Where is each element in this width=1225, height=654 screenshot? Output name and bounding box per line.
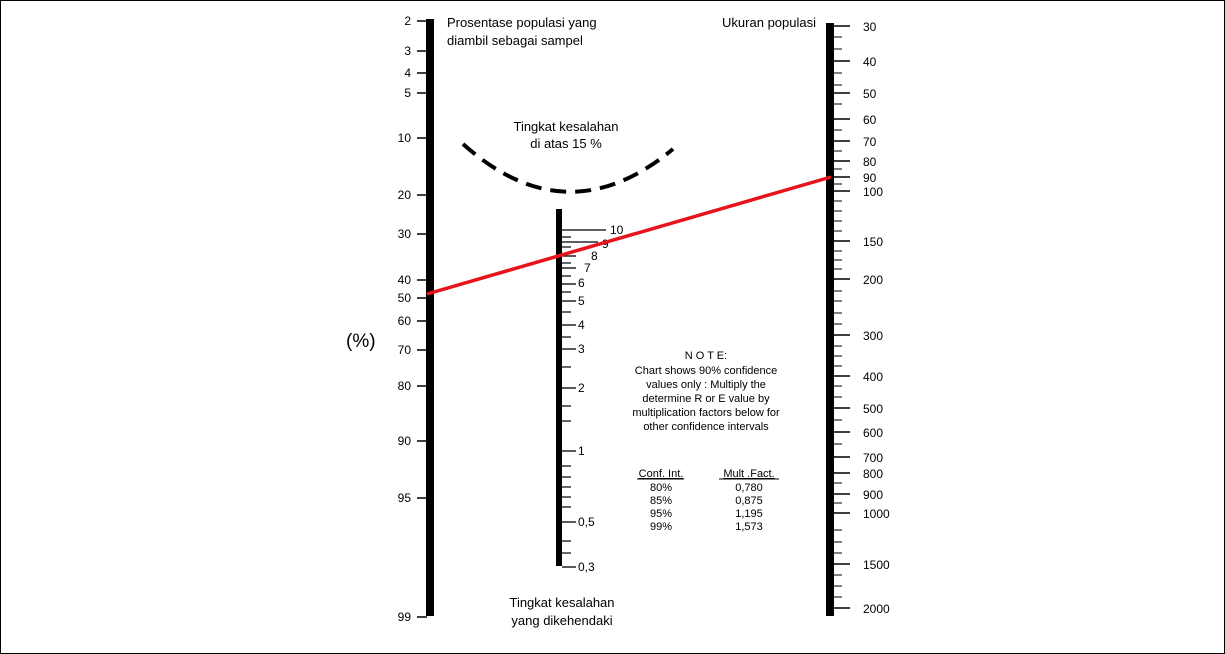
- factor-table: Conf. Int. Mult .Fact. 80% 0,780 85% 0,8…: [637, 468, 779, 533]
- left-axis-tick-label: 95: [398, 491, 412, 505]
- factor-table-row: 99% 1,573: [650, 521, 763, 533]
- right-axis-tick-label: 1500: [863, 558, 890, 572]
- middle-axis-bar: [556, 209, 562, 566]
- middle-axis-tick-label: 2: [578, 381, 585, 395]
- left-axis-tick-label: 10: [398, 131, 412, 145]
- error-region-label-line-1: Tingkat kesalahan: [513, 119, 618, 134]
- right-axis-tick-label: 300: [863, 329, 883, 343]
- factor-table-cell: 1,573: [735, 521, 763, 533]
- middle-axis-tick-label: 5: [578, 294, 585, 308]
- left-axis-tick-label: 70: [398, 343, 412, 357]
- middle-axis-tick-label: 8: [591, 249, 598, 263]
- middle-axis-tick-label: 6: [578, 276, 585, 290]
- middle-scale: 109876543210,50,3 Tingkat kesalahan yang…: [509, 209, 624, 628]
- factor-table-row: 80% 0,780: [650, 482, 763, 494]
- note-line: other confidence intervals: [643, 421, 769, 433]
- left-axis-title-line-1: Prosentase populasi yang: [447, 15, 597, 30]
- note-heading: N O T E:: [685, 350, 727, 362]
- factor-table-cell: 80%: [650, 482, 672, 494]
- right-axis-tick-label: 70: [863, 135, 877, 149]
- middle-axis-title-line-1: Tingkat kesalahan: [509, 595, 614, 610]
- middle-axis-tick-label: 0,3: [578, 560, 595, 574]
- left-axis-tick-label: 90: [398, 434, 412, 448]
- factor-table-row: 85% 0,875: [650, 495, 763, 507]
- note-line: determine R or E value by: [642, 393, 770, 405]
- middle-axis-tick-label: 4: [578, 318, 585, 332]
- right-axis-tick-label: 60: [863, 113, 877, 127]
- middle-axis-tick-label: 1: [578, 444, 585, 458]
- left-axis-tick-label: 2: [404, 14, 411, 28]
- note-line: values only : Multiply the: [646, 379, 766, 391]
- right-axis-bar: [826, 23, 834, 616]
- error-region-label-line-2: di atas 15 %: [530, 136, 602, 151]
- left-axis-tick-label: 60: [398, 314, 412, 328]
- factor-table-header-mult: Mult .Fact.: [723, 468, 774, 480]
- right-axis-title: Ukuran populasi: [722, 15, 816, 30]
- factor-table-cell: 99%: [650, 521, 672, 533]
- middle-axis-tick-label: 10: [610, 223, 624, 237]
- left-axis-tick-label: 4: [404, 66, 411, 80]
- left-axis-tick-label: 40: [398, 273, 412, 287]
- right-axis-tick-label: 30: [863, 20, 877, 34]
- factor-table-cell: 85%: [650, 495, 672, 507]
- left-axis-tick-label: 50: [398, 291, 412, 305]
- right-axis-tick-label: 900: [863, 488, 883, 502]
- right-axis-tick-label: 150: [863, 235, 883, 249]
- right-axis-tick-label: 1000: [863, 507, 890, 521]
- left-axis-bar: [426, 19, 434, 616]
- right-axis-tick-label: 50: [863, 87, 877, 101]
- right-axis-tick-label: 400: [863, 370, 883, 384]
- middle-axis-tick-label: 7: [584, 261, 591, 275]
- left-axis-tick-label: 99: [398, 610, 412, 624]
- factor-table-cell: 0,780: [735, 482, 763, 494]
- indicator-line: [426, 175, 832, 296]
- right-axis-tick-label: 600: [863, 426, 883, 440]
- middle-axis-title-line-2: yang dikehendaki: [511, 613, 612, 628]
- right-axis-tick-label: 90: [863, 171, 877, 185]
- factor-table-header-conf: Conf. Int.: [639, 468, 684, 480]
- middle-axis-ticks: 109876543210,50,3: [562, 223, 624, 574]
- right-axis-tick-label: 2000: [863, 602, 890, 616]
- left-axis-tick-label: 20: [398, 188, 412, 202]
- note-block: N O T E: Chart shows 90% confidence valu…: [632, 350, 780, 433]
- factor-table-row: 95% 1,195: [650, 508, 763, 520]
- right-axis-tick-label: 100: [863, 185, 883, 199]
- right-axis-tick-label: 500: [863, 402, 883, 416]
- left-axis-tick-label: 3: [404, 44, 411, 58]
- left-axis-unit: (%): [346, 331, 376, 352]
- factor-table-cell: 0,875: [735, 495, 763, 507]
- factor-table-cell: 95%: [650, 508, 672, 520]
- right-axis-tick-label: 200: [863, 273, 883, 287]
- left-scale: 2 3 4 5 10 20 30 40 50 60 70 80 90 95 99 Prosentase po…: [346, 14, 597, 624]
- middle-axis-tick-label: 3: [578, 342, 585, 356]
- middle-axis-tick-label: 0,5: [578, 515, 595, 529]
- error-region-boundary: [461, 142, 675, 194]
- right-axis-tick-label: 40: [863, 55, 877, 69]
- left-axis-tick-label: 5: [404, 86, 411, 100]
- note-line: Chart shows 90% confidence: [635, 365, 777, 377]
- right-axis-tick-label: 800: [863, 467, 883, 481]
- left-axis-ticks: 2 3 4 5 10 20 30 40 50 60 70 80 90 95 99: [398, 14, 427, 624]
- factor-table-cell: 1,195: [735, 508, 763, 520]
- left-axis-tick-label: 30: [398, 227, 412, 241]
- left-axis-title-line-2: diambil sebagai sampel: [447, 33, 583, 48]
- right-axis-tick-label: 700: [863, 451, 883, 465]
- note-line: multiplication factors below for: [632, 407, 780, 419]
- left-axis-tick-label: 80: [398, 379, 412, 393]
- right-axis-tick-label: 80: [863, 155, 877, 169]
